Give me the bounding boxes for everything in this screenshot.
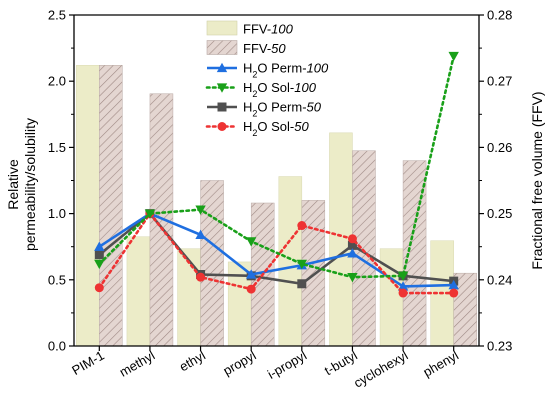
x-tick-label-ethyl: ethyl [177,348,208,375]
point-1-phenyl [448,51,459,62]
legend-label-3: H2O Sol-50 [243,119,309,138]
point-0-propyl [245,269,257,279]
legend-marker-3 [217,122,227,131]
point-2-PIM-1 [94,250,104,260]
point-0-cyclohexyl [397,281,409,291]
left-tick-label: 1.0 [48,206,66,221]
point-1-propyl [245,237,257,247]
point-2-t-butyl [347,240,357,250]
right-tick-label: 0.26 [487,140,512,155]
point-3-propyl [246,284,256,294]
left-axis-title: Relativepermeability/solubility [5,118,38,251]
bar-ffv-50-ethyl [200,180,224,347]
point-3-cyclohexyl [398,288,408,298]
bar-ffv-50-i-propyl [301,200,326,347]
x-tick-label-t-butyl: t-butyl [322,348,360,379]
bar-ffv-100-methyl [126,236,151,347]
series-line-3 [98,211,455,295]
line-layer [94,51,459,298]
right-tick-label: 0.25 [487,206,512,221]
bar-ffv-100-PIM-1 [76,65,100,347]
x-tick-label-PIM-1: PIM-1 [69,348,107,378]
point-1-ethyl [195,205,206,215]
legend-label-1: H2O Sol-100 [243,80,317,99]
legend-marker-0 [216,62,228,73]
legend-label-ffv-50: FFV-50 [243,41,286,56]
x-tick-label-i-propyl: i-propyl [265,348,310,382]
point-1-i-propyl [296,259,308,270]
left-tick-label: 0.5 [48,272,66,287]
bar-ffv-50-PIM-1 [99,65,123,347]
point-0-ethyl [195,229,206,239]
series-line-0 [98,212,454,288]
legend-label-2: H2O Perm-50 [243,100,322,119]
right-tick-label: 0.28 [487,8,512,23]
x-tick-label-methyl: methyl [117,348,158,380]
point-0-phenyl [448,279,459,290]
legend-swatch-ffv-50 [206,40,238,55]
x-tick-label-cyclohexyl: cyclohexyl [351,348,411,391]
point-3-PIM-1 [94,283,104,293]
point-1-t-butyl [347,272,358,283]
left-tick-label: 0.0 [48,339,66,354]
right-tick-label: 0.27 [487,74,512,89]
legend-swatch-ffv-100 [206,20,238,36]
point-3-t-butyl [347,234,357,244]
legend-label-ffv-100: FFV-100 [243,22,294,37]
right-axis-title: Fractional free volume (FFV) [529,91,545,269]
point-1-PIM-1 [94,259,105,270]
legend-marker-1 [216,83,228,93]
right-tick-label: 0.23 [487,339,512,354]
point-2-i-propyl [297,279,307,289]
point-0-t-butyl [347,248,358,258]
legend-marker-2 [217,102,227,112]
right-tick-label: 0.24 [487,272,512,287]
x-tick-label-phenyl: phenyl [421,348,462,380]
legend-label-0: H2O Perm-100 [243,61,329,80]
left-tick-label: 2.0 [48,74,66,89]
point-3-ethyl [196,272,206,282]
series-line-1 [98,54,455,279]
point-1-methyl [144,209,156,219]
left-tick-label: 2.5 [48,8,66,23]
bar-ffv-50-cyclohexyl [402,160,427,347]
point-3-phenyl [449,288,459,298]
left-tick-label: 1.5 [48,140,66,155]
point-3-i-propyl [297,221,307,231]
x-tick-label-propyl: propyl [221,348,259,379]
point-0-PIM-1 [94,241,105,251]
point-1-cyclohexyl [397,271,409,282]
